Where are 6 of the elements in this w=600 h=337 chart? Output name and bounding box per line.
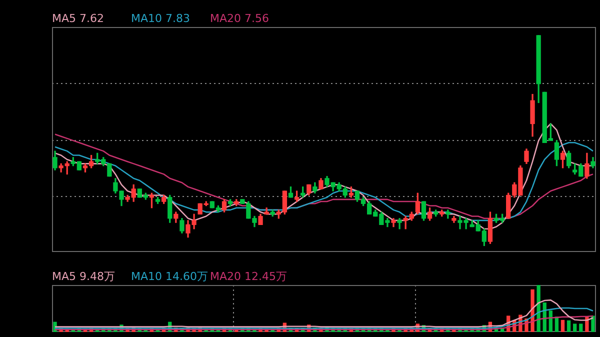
text: MA10 14.60万 [131, 270, 208, 283]
text: MA5 9.48万 [52, 270, 116, 283]
text: MA10 7.83 [131, 12, 190, 25]
text: MA5 7.62 [52, 12, 104, 25]
text: MA20 12.45万 [210, 270, 287, 283]
text: MA20 7.56 [210, 12, 270, 25]
